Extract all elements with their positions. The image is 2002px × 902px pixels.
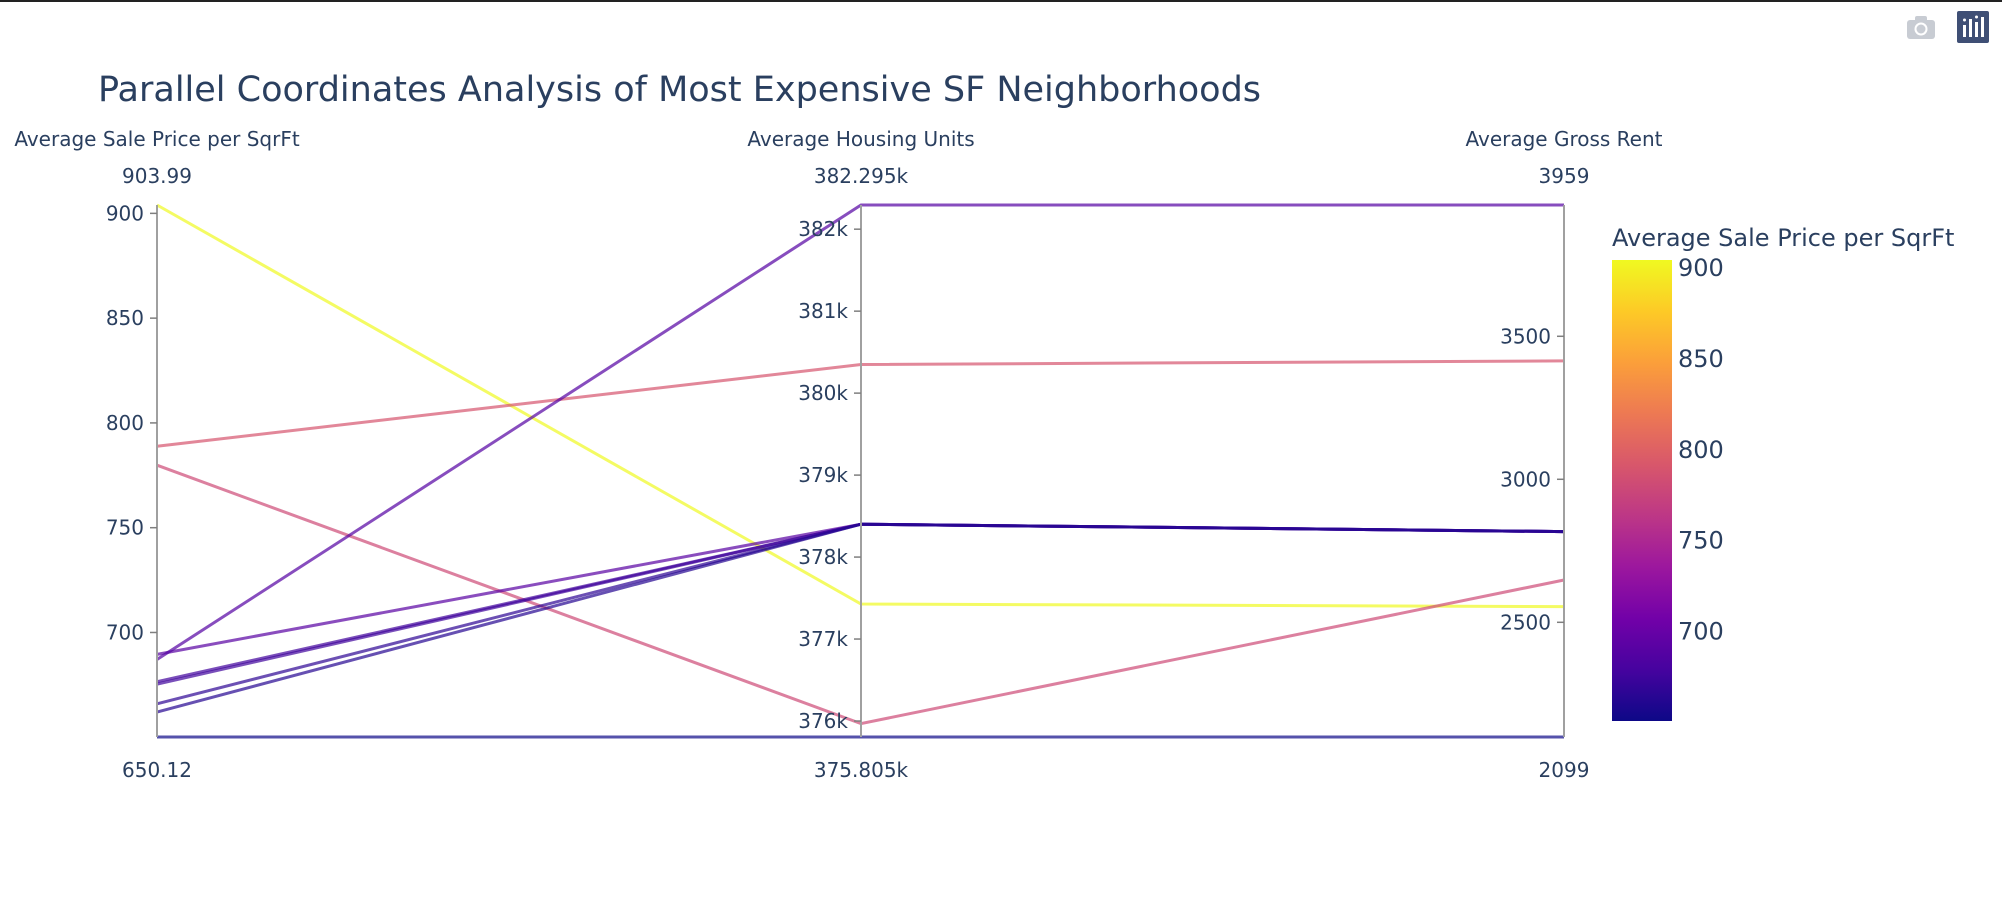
colorbar-tick-label: 850 <box>1678 345 1724 373</box>
colorbar-tick-label: 750 <box>1678 527 1724 555</box>
axis-range-max: 382.295k <box>814 164 909 188</box>
colorbar-gradient <box>1612 260 1672 721</box>
colorbar-tick-label: 700 <box>1678 617 1724 645</box>
axis-range-min: 650.12 <box>122 758 192 782</box>
axis-tick-label: 700 <box>106 620 144 644</box>
axis-tick-label: 381k <box>798 299 848 323</box>
top-border <box>0 0 2002 2</box>
axis-tick-label: 3000 <box>1500 467 1551 491</box>
axis-range-max: 3959 <box>1539 164 1590 188</box>
axis-range-min: 375.805k <box>814 758 909 782</box>
axis-tick-label: 900 <box>106 201 144 225</box>
axis-tick-label: 382k <box>798 217 848 241</box>
axis-2[interactable]: Average Housing Units 382.295k 375.805k 376… <box>747 127 974 782</box>
axis-title: Average Sale Price per SqrFt <box>14 127 300 151</box>
plotly-logo-icon[interactable] <box>1956 10 1990 44</box>
axis-tick-label: 750 <box>106 516 144 540</box>
axis-title: Average Housing Units <box>747 127 974 151</box>
axis-title: Average Gross Rent <box>1465 127 1662 151</box>
camera-icon[interactable] <box>1904 10 1938 44</box>
axis-tick-label: 376k <box>798 709 848 733</box>
axis-tick-label: 2500 <box>1500 610 1551 634</box>
colorbar-title: Average Sale Price per SqrFt <box>1612 224 1954 252</box>
colorbar: Average Sale Price per SqrFt 700 750 800 850… <box>1612 224 1954 721</box>
axis-tick-label: 3500 <box>1500 324 1551 348</box>
axis-1[interactable]: Average Sale Price per SqrFt 903.99 650.12… <box>14 127 300 782</box>
axis-tick-label: 380k <box>798 381 848 405</box>
modebar <box>1904 10 1990 44</box>
axis-tick-label: 379k <box>798 463 848 487</box>
axis-tick-label: 800 <box>106 411 144 435</box>
axis-tick-label: 377k <box>798 627 848 651</box>
axis-range-min: 2099 <box>1539 758 1590 782</box>
axis-tick-label: 378k <box>798 545 848 569</box>
axis-tick-label: 850 <box>106 306 144 330</box>
chart-title: Parallel Coordinates Analysis of Most Ex… <box>98 70 1261 110</box>
axis-range-max: 903.99 <box>122 164 192 188</box>
axes-layer: Average Sale Price per SqrFt 903.99 650.12… <box>14 127 1662 782</box>
colorbar-tick-label: 900 <box>1678 254 1724 282</box>
colorbar-tick-label: 800 <box>1678 436 1724 464</box>
axis-3[interactable]: Average Gross Rent 3959 2099 2500 3000 3500 <box>1465 127 1662 782</box>
